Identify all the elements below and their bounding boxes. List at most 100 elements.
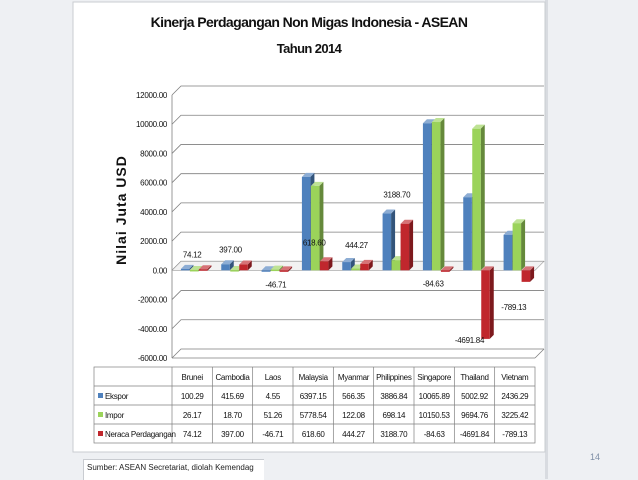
gridline [171, 85, 544, 96]
bar-front [198, 269, 208, 271]
table-cell: -789.13 [502, 430, 528, 439]
bar-front [261, 270, 271, 272]
legend-label: Neraca Perdagangan [105, 430, 176, 439]
data-label: 3188.70 [383, 191, 411, 200]
table-cell: 3886.84 [380, 392, 408, 401]
bar-side [207, 265, 212, 271]
y-tick-label: 8000.00 [140, 149, 168, 158]
y-tick-label: -6000.00 [138, 354, 168, 363]
x-tick-label: Vietnam [501, 373, 529, 382]
bar-impor [512, 219, 526, 271]
data-label: 397.00 [219, 246, 243, 255]
data-label: -789.13 [501, 303, 527, 312]
bar-front [391, 260, 401, 271]
bar-top [198, 265, 212, 270]
bar-side [279, 265, 284, 272]
bar-front [382, 213, 392, 271]
table-cell: 2436.29 [501, 392, 529, 401]
bar-neraca-perdagangan [360, 259, 373, 271]
bar-side [288, 266, 293, 272]
bar-top [180, 264, 194, 269]
table-cell: 122.08 [342, 411, 366, 420]
legend-swatch [98, 412, 103, 417]
bar-top [431, 118, 445, 123]
table-cell: -4691.84 [460, 430, 490, 439]
bar-top [440, 266, 454, 271]
table-cell: 415.69 [221, 392, 245, 401]
bar-front [472, 128, 481, 271]
bar-front [279, 270, 289, 272]
table-cell: 10150.53 [419, 411, 451, 420]
bar-side [489, 266, 494, 339]
y-tick-label: 6000.00 [140, 179, 168, 188]
y-tick-label: 0.00 [153, 266, 168, 275]
table-cell: 9694.76 [461, 411, 489, 420]
x-tick-label: Myanmar [338, 373, 370, 382]
bar-neraca-perdagangan [481, 266, 494, 339]
legend-swatch [98, 393, 103, 398]
bar-front [239, 264, 248, 271]
bar-top [472, 124, 485, 129]
bar-top [221, 260, 234, 265]
bar-front [521, 270, 531, 282]
bar-front [230, 270, 239, 272]
plot-wall [172, 86, 544, 358]
page-number: 14 [590, 452, 601, 462]
chart-subtitle: Tahun 2014 [277, 41, 343, 56]
bar-side [440, 118, 445, 271]
table-cell: 3188.70 [380, 430, 408, 439]
bar-top [301, 172, 315, 177]
data-label: 618.60 [303, 238, 327, 247]
bar-front [400, 223, 410, 271]
chart-title: Kinerja Perdagangan Non Migas Indonesia … [151, 14, 468, 30]
legend-label: Ekspor [105, 392, 129, 401]
table-cell: 51.26 [264, 411, 283, 420]
source-text: Sumber: ASEAN Secretariat, diolah Kemend… [87, 463, 254, 472]
gridline [171, 319, 544, 330]
bar-top [481, 266, 494, 271]
bar-side [480, 124, 485, 271]
slide-divider [545, 0, 548, 479]
table-cell: 4.55 [266, 392, 281, 401]
bar-neraca-perdagangan [400, 219, 414, 271]
bar-impor [472, 124, 485, 271]
bar-top [279, 266, 293, 271]
legend-swatch [98, 431, 103, 436]
bar-top [319, 257, 333, 262]
data-label: 444.27 [345, 241, 369, 250]
y-tick-label: 2000.00 [140, 237, 168, 246]
bar-top [521, 266, 535, 271]
x-tick-label: Brunei [182, 373, 204, 382]
bar-side [247, 260, 252, 271]
bar-impor [431, 118, 445, 271]
y-axis-label: Nilai Juta USD [113, 155, 129, 265]
bar-front [301, 176, 311, 271]
y-tick-label: 4000.00 [140, 208, 168, 217]
table-cell: 18.70 [223, 411, 242, 420]
table-cell: 698.14 [382, 411, 406, 420]
x-tick-label: Laos [265, 373, 281, 382]
table-cell: 100.29 [181, 392, 205, 401]
bar-side [368, 259, 373, 271]
bar-front [360, 263, 369, 271]
table-cell: 5778.54 [300, 411, 328, 420]
bar-side [409, 219, 414, 271]
table-cell: 6397.15 [300, 392, 328, 401]
bar-side [521, 219, 526, 271]
y-tick-label: 12000.00 [136, 91, 168, 100]
table-cell: 10065.89 [419, 392, 451, 401]
gridline [171, 290, 544, 300]
x-axis-depth [534, 348, 545, 359]
y-tick-label: -4000.00 [138, 325, 168, 334]
bar-side [449, 266, 454, 272]
bar-ekspor [221, 260, 234, 271]
x-tick-label: Philippines [376, 373, 412, 382]
bar-ekspor [180, 264, 194, 271]
bar-top [342, 258, 355, 263]
data-label: -4691.84 [455, 336, 485, 345]
bar-top [270, 265, 284, 270]
bar-side [189, 264, 194, 271]
bar-front [512, 223, 522, 271]
legend-label: Impor [105, 411, 125, 420]
x-tick-label: Singapore [417, 373, 452, 382]
